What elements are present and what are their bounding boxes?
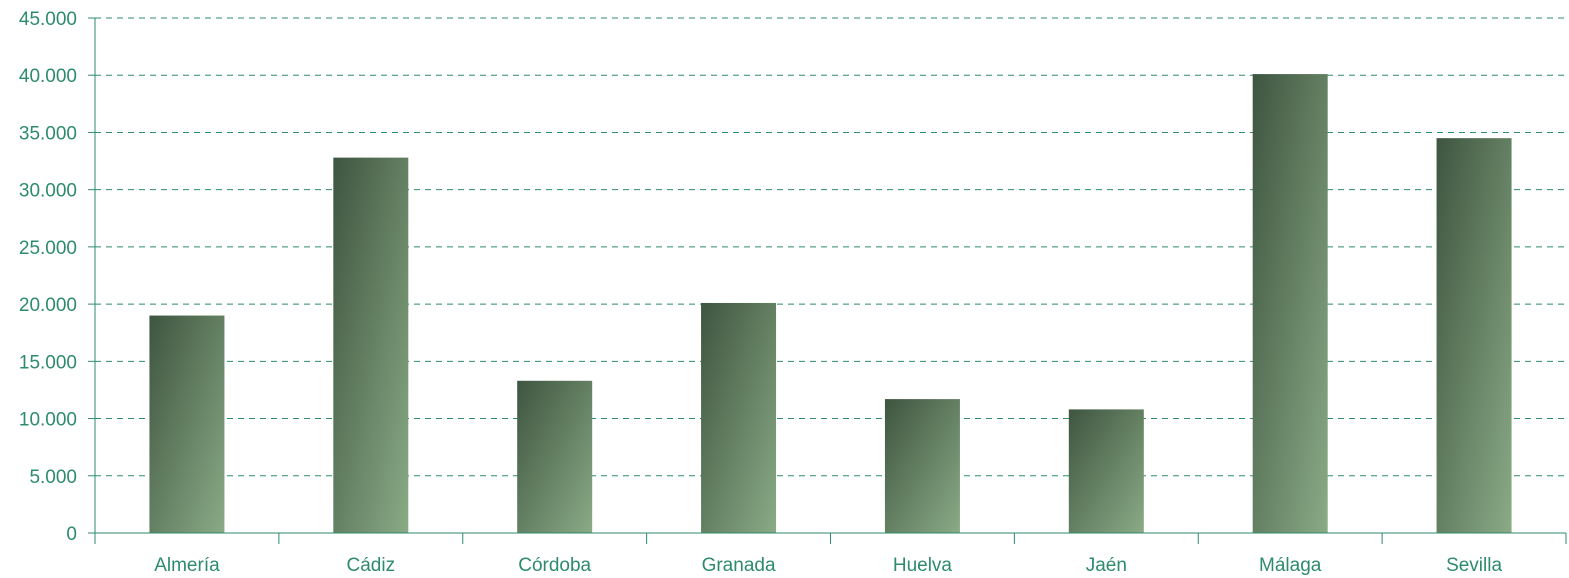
x-tick-label: Málaga bbox=[1259, 555, 1322, 576]
bars bbox=[149, 74, 1512, 534]
bar bbox=[517, 380, 593, 533]
x-tick-label: Sevilla bbox=[1446, 555, 1502, 576]
y-tick-label: 35.000 bbox=[19, 123, 77, 144]
x-tick-label: Huelva bbox=[893, 555, 953, 576]
x-tick-label: Córdoba bbox=[518, 555, 591, 576]
x-tick-label: Cádiz bbox=[347, 555, 396, 576]
y-tick-label: 45.000 bbox=[19, 9, 77, 30]
y-tick-label: 5.000 bbox=[29, 467, 77, 488]
y-tick-label: 15.000 bbox=[19, 352, 77, 373]
bar bbox=[701, 302, 777, 533]
y-tick-label: 30.000 bbox=[19, 181, 77, 202]
bar bbox=[1436, 138, 1512, 533]
bar bbox=[1252, 74, 1328, 534]
y-tick-label: 25.000 bbox=[19, 238, 77, 259]
y-tick-label: 10.000 bbox=[19, 410, 77, 431]
y-tick-label: 20.000 bbox=[19, 295, 77, 316]
x-tick-label: Granada bbox=[702, 555, 776, 576]
bar bbox=[1068, 409, 1144, 533]
x-axis-ticks: Almería Cádiz Córdoba Granada Huelva Jaén Mála… bbox=[94, 533, 1567, 576]
x-tick-label: Jaén bbox=[1086, 555, 1127, 576]
grid-lines bbox=[95, 17, 1566, 477]
bar bbox=[884, 399, 960, 533]
bar bbox=[333, 157, 409, 533]
axes bbox=[94, 18, 1566, 534]
y-axis-ticks: 0 5.000 10.000 15.000 20.000 25.000 30.000 35.0… bbox=[19, 9, 95, 545]
bar bbox=[149, 315, 225, 533]
y-tick-label: 40.000 bbox=[19, 66, 77, 87]
x-tick-label: Almería bbox=[154, 555, 220, 576]
y-tick-label: 0 bbox=[66, 524, 77, 545]
